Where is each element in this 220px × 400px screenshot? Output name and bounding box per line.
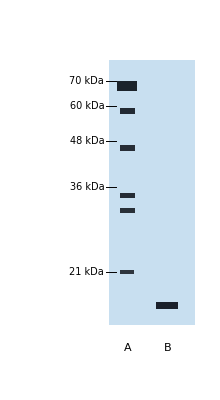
Text: 36 kDa: 36 kDa	[70, 182, 104, 192]
Bar	[120, 208, 135, 213]
Bar	[109, 60, 195, 325]
Bar	[117, 82, 138, 91]
Text: 21 kDa: 21 kDa	[70, 267, 104, 277]
Bar	[156, 302, 178, 309]
Text: A: A	[123, 343, 131, 353]
Text: 60 kDa: 60 kDa	[70, 101, 104, 111]
Text: 70 kDa: 70 kDa	[70, 76, 104, 86]
Bar	[120, 193, 135, 198]
Bar	[120, 270, 134, 274]
Text: 48 kDa: 48 kDa	[70, 136, 104, 146]
Bar	[120, 108, 135, 114]
Text: B: B	[163, 343, 171, 353]
Bar	[120, 145, 135, 151]
